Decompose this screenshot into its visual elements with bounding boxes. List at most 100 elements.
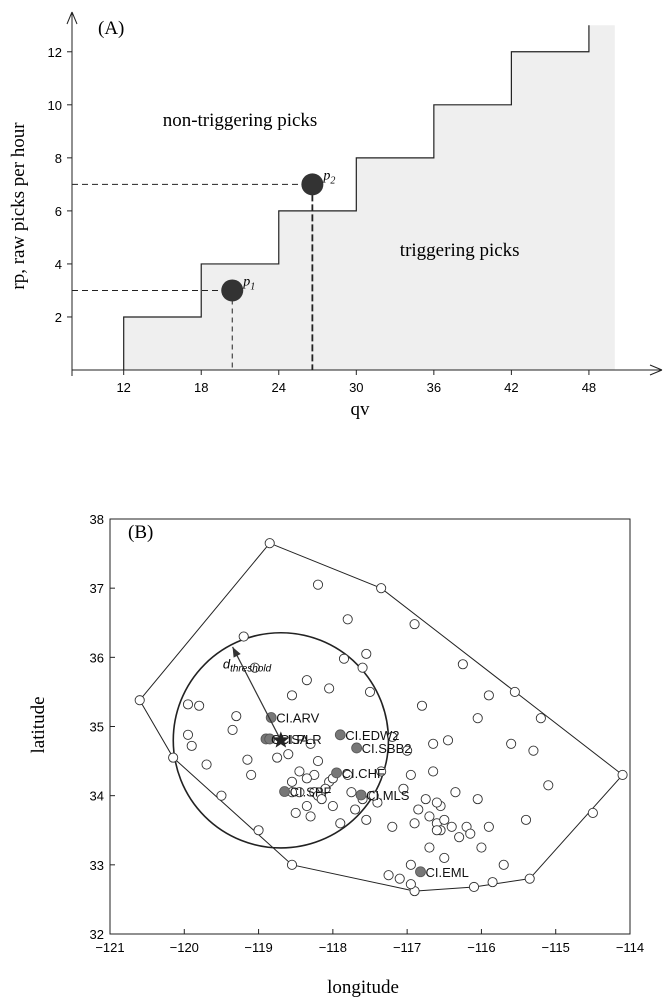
station-marker xyxy=(416,700,428,711)
station-marker xyxy=(442,735,454,746)
station-marker xyxy=(286,776,298,787)
station-marker xyxy=(361,648,372,659)
panel-b-frame xyxy=(109,518,631,935)
station-marker xyxy=(405,879,416,890)
station-marker xyxy=(543,780,554,791)
station-marker xyxy=(253,825,264,836)
panel-a-label: (A) xyxy=(98,18,124,39)
x-tick-label: −121 xyxy=(95,940,124,955)
station-label: CI.CHF xyxy=(342,766,385,781)
station-marker xyxy=(402,745,413,756)
named-station-marker xyxy=(334,729,346,741)
station-marker xyxy=(617,769,628,780)
station-marker xyxy=(439,852,450,863)
panel-a-ylabel: rp, raw picks per hour xyxy=(8,122,29,290)
station-marker xyxy=(587,807,598,819)
station-marker xyxy=(446,821,457,832)
panel-a-xlabel: qv xyxy=(351,399,371,420)
network-hull-polygon xyxy=(139,542,624,892)
y-tick-label: 34 xyxy=(90,789,104,804)
station-marker xyxy=(231,711,242,722)
station-marker xyxy=(327,800,338,812)
x-tick-label: 12 xyxy=(116,380,130,395)
station-marker xyxy=(305,738,316,749)
station-marker xyxy=(286,859,298,870)
x-tick-label: 42 xyxy=(504,380,518,395)
station-marker xyxy=(472,794,483,805)
y-tick-label: 35 xyxy=(90,720,104,735)
threshold-circle xyxy=(172,631,390,849)
station-marker xyxy=(465,828,476,839)
named-station-marker xyxy=(351,742,363,754)
y-tick-label: 10 xyxy=(48,98,62,113)
station-marker xyxy=(305,811,316,822)
station-marker xyxy=(483,821,494,832)
panel-b-xlabel: longitude xyxy=(327,977,399,998)
y-tick-label: 37 xyxy=(90,581,104,596)
station-marker xyxy=(428,766,439,777)
station-marker xyxy=(394,873,405,884)
station-marker xyxy=(387,821,398,832)
station-marker xyxy=(424,811,435,822)
station-marker xyxy=(450,787,461,798)
station-marker xyxy=(376,583,387,594)
station-marker xyxy=(335,818,346,829)
station-marker xyxy=(468,881,480,893)
x-tick-label: −116 xyxy=(467,940,495,955)
arrowhead-icon xyxy=(232,646,241,658)
y-tick-label: 33 xyxy=(90,858,104,873)
y-tick-label: 32 xyxy=(90,927,104,942)
station-marker xyxy=(216,790,227,801)
station-marker xyxy=(524,873,535,884)
station-marker xyxy=(312,579,324,590)
pick-point-marker xyxy=(301,173,324,196)
x-tick-label: −117 xyxy=(393,940,421,955)
station-marker xyxy=(409,619,420,630)
x-tick-label: −119 xyxy=(244,940,272,955)
station-label: CI.PLR xyxy=(280,732,322,747)
station-marker xyxy=(457,659,468,670)
station-marker xyxy=(316,794,327,805)
station-label: CI.ARV xyxy=(276,711,319,726)
x-tick-label: 30 xyxy=(349,380,363,395)
station-marker xyxy=(498,859,509,870)
x-tick-label: 36 xyxy=(427,380,441,395)
pick-point-marker xyxy=(221,279,244,302)
station-label: CI.SBB2 xyxy=(362,741,412,756)
station-marker xyxy=(312,756,324,767)
pick-point-label: p2 xyxy=(322,168,335,186)
station-marker xyxy=(376,766,387,777)
station-marker xyxy=(528,745,539,756)
y-tick-label: 36 xyxy=(90,650,104,665)
station-marker xyxy=(509,686,520,697)
y-tick-label: 8 xyxy=(55,151,62,166)
epicenter-star-icon xyxy=(272,731,290,748)
station-marker xyxy=(398,783,409,794)
y-tick-label: 12 xyxy=(48,45,62,60)
station-marker xyxy=(201,759,212,770)
station-marker xyxy=(186,740,197,751)
station-marker xyxy=(387,731,398,742)
station-marker xyxy=(361,814,372,825)
x-tick-label: −120 xyxy=(170,940,199,955)
station-marker xyxy=(286,690,298,701)
station-marker xyxy=(238,631,249,642)
station-label: CI.EDW2 xyxy=(345,728,399,743)
station-marker xyxy=(405,769,416,780)
station-marker xyxy=(520,814,532,825)
y-tick-label: 6 xyxy=(55,204,62,219)
station-marker xyxy=(383,870,394,881)
station-label: CI.SPF xyxy=(290,785,332,800)
station-marker xyxy=(301,773,312,784)
station-marker xyxy=(272,752,283,763)
panel-b-label: (B) xyxy=(128,522,153,543)
station-marker xyxy=(182,729,194,740)
station-marker xyxy=(168,752,179,763)
station-marker xyxy=(294,766,305,777)
threshold-staircase-line xyxy=(123,25,590,370)
panel-a-chart: (A) rp, raw picks per hour qv 12 18 24 30 36… xyxy=(8,11,663,420)
y-tick-label: 2 xyxy=(55,310,62,325)
station-marker xyxy=(320,783,331,794)
station-marker xyxy=(413,804,424,815)
